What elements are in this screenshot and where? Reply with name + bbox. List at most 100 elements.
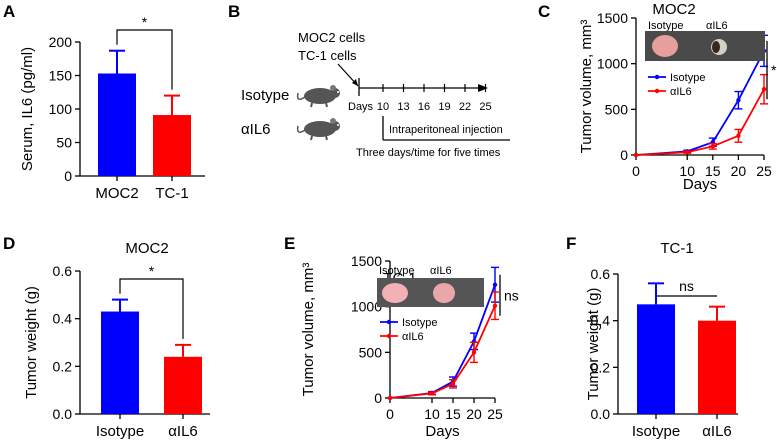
x-category-label: TC-1 <box>155 185 188 202</box>
bar--il6 <box>698 320 736 414</box>
x-tick-label: 25 <box>756 163 772 179</box>
y-tick-label: 0 <box>64 168 72 184</box>
y-tick-label: 1500 <box>597 10 628 26</box>
x-tick-label: 10 <box>679 163 695 179</box>
tumor-photo-inset-c <box>645 31 765 61</box>
timeline-day-label: 10 <box>377 101 389 113</box>
data-point <box>685 150 690 155</box>
y-tick-label: 1500 <box>351 253 382 269</box>
timeline-day-label: 25 <box>479 101 491 113</box>
y-tick-label: 50 <box>56 135 72 151</box>
y-tick-label: 0.2 <box>53 358 73 374</box>
significance-marker: * <box>149 263 155 279</box>
x-category-label: MOC2 <box>95 185 138 202</box>
inset-label-il6: αIL6 <box>706 20 728 32</box>
timeline-day-label: 22 <box>459 101 471 113</box>
y-tick-label: 200 <box>49 34 73 50</box>
panel-label-f: F <box>566 234 576 253</box>
mouse-icon <box>296 118 340 141</box>
legend-label: αIL6 <box>670 86 692 98</box>
x-category-label: αIL6 <box>702 423 732 440</box>
timeline-arrowhead <box>478 84 488 92</box>
cells-label-line2: TC-1 cells <box>298 48 357 63</box>
data-point <box>471 350 477 355</box>
series-line-il6 <box>635 88 765 156</box>
y-tick-label: 1000 <box>351 299 382 315</box>
injection-label: Intraperitoneal injection <box>389 124 503 136</box>
bar-moc2 <box>98 73 136 176</box>
bar-isotype <box>637 304 675 414</box>
y-tick-label: 0.6 <box>53 263 73 279</box>
data-point <box>736 98 741 103</box>
chart-a-serum-il6: 0 50 100 150 200 Serum, IL6 (pg/ml) MOC2 TC-1 * <box>19 14 205 202</box>
timeline-day-label: 16 <box>418 101 430 113</box>
legend-label: αIL6 <box>402 331 424 343</box>
timeline-days-label: Days <box>348 101 374 113</box>
chart-c-moc2-volume: 0 500 1000 1500 0 10 15 20 25 Days Tumor volume, m… <box>578 1 777 193</box>
x-tick-label: 20 <box>731 163 747 179</box>
y-axis-title: Tumor volume, mm³ <box>578 20 595 154</box>
bar-tc-1 <box>153 115 191 176</box>
panel-label-c: C <box>538 2 550 21</box>
data-point <box>633 152 639 158</box>
y-tick-label: 0.2 <box>591 359 611 375</box>
data-point <box>736 133 741 139</box>
timeline-day-label: 13 <box>397 101 409 113</box>
legend-marker <box>654 88 660 94</box>
data-point <box>761 87 767 92</box>
legend-label: Isotype <box>402 317 437 329</box>
y-tick-label: 0.0 <box>591 406 611 422</box>
panel-label-b: B <box>228 2 240 21</box>
group-label-isotype: Isotype <box>241 87 289 104</box>
panel-label-e: E <box>284 234 295 253</box>
chart-title: TC-1 <box>660 240 693 257</box>
data-point <box>450 381 456 387</box>
y-axis-title: Tumor volume, mm³ <box>300 263 317 397</box>
legend-label: Isotype <box>670 72 705 84</box>
y-tick-label: 500 <box>359 344 383 360</box>
timeline-day-label: 19 <box>438 101 450 113</box>
significance-marker: * <box>142 14 148 30</box>
legend-marker <box>386 319 392 325</box>
y-tick-label: 0 <box>620 147 628 163</box>
data-point <box>387 395 393 401</box>
cells-label-line1: MOC2 cells <box>298 30 366 45</box>
bar-isotype <box>101 311 139 414</box>
tumor-photo-inset-e <box>377 278 484 307</box>
x-tick-label: 25 <box>487 406 503 422</box>
y-tick-label: 0.4 <box>591 313 611 329</box>
significance-marker: ns <box>504 287 519 303</box>
legend-marker <box>654 74 660 80</box>
y-axis-title: Serum, IL6 (pg/ml) <box>19 47 36 171</box>
legend-marker <box>386 333 392 339</box>
data-point <box>492 282 498 287</box>
y-tick-label: 0.4 <box>53 311 73 327</box>
y-tick-label: 0.0 <box>53 406 73 422</box>
x-tick-label: 0 <box>632 163 640 179</box>
y-tick-label: 0 <box>374 390 382 406</box>
timeline-ticks: 10 13 16 19 22 25 <box>377 84 492 113</box>
y-tick-label: 1000 <box>597 56 628 72</box>
y-tick-label: 0.6 <box>591 266 611 282</box>
panel-label-a: A <box>3 2 15 21</box>
significance-bracket <box>119 278 184 339</box>
x-category-label: Isotype <box>96 423 144 440</box>
y-tick-label: 100 <box>49 101 73 117</box>
significance-marker: ns <box>679 278 694 294</box>
x-category-label: Isotype <box>632 423 680 440</box>
inset-label-isotype: Isotype <box>648 20 683 32</box>
frequency-label: Three days/time for five times <box>356 147 501 159</box>
mouse-icon <box>296 85 340 108</box>
x-category-label: αIL6 <box>168 423 198 440</box>
significance-marker: * <box>771 62 777 78</box>
data-point <box>492 303 498 308</box>
series-line-isotype <box>635 50 765 156</box>
group-label-il6: αIL6 <box>241 121 271 138</box>
chart-title: MOC2 <box>652 1 695 18</box>
data-point <box>710 144 715 149</box>
chart-title: MOC2 <box>125 240 168 257</box>
panel-b-schedule: MOC2 cells TC-1 cells Isotype αIL6 <box>241 30 510 159</box>
x-axis-title: Days <box>683 176 717 193</box>
y-axis-title: Tumor weight (g) <box>585 288 602 401</box>
